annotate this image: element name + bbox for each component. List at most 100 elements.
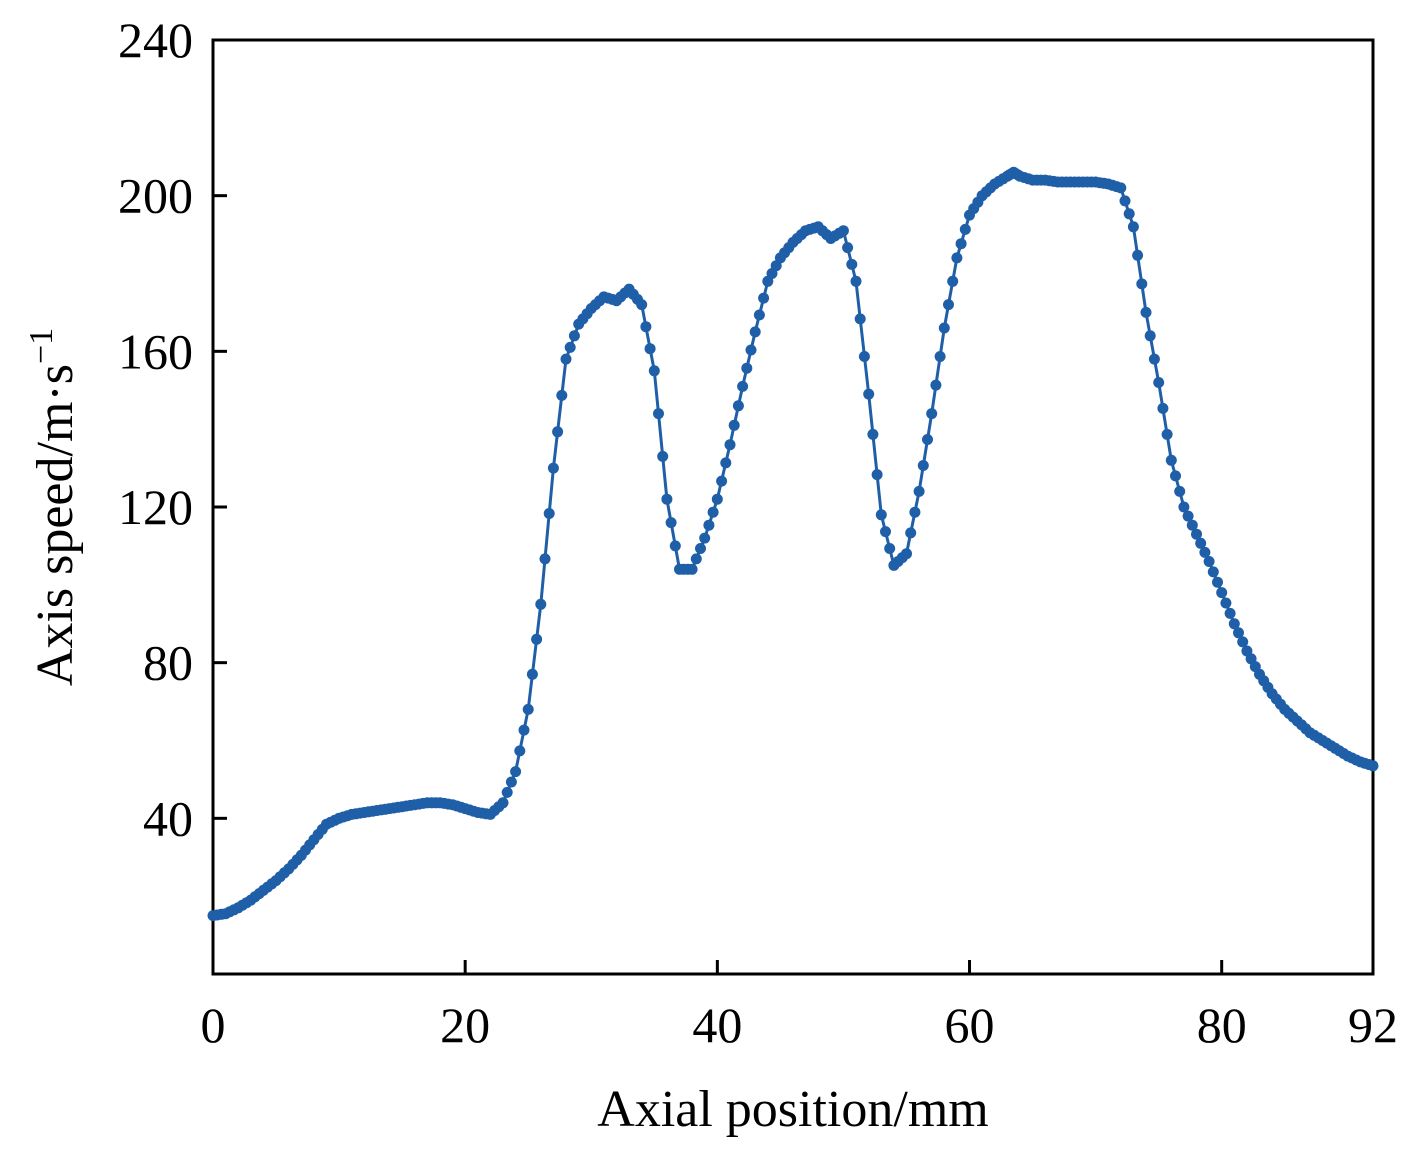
- data-point: [959, 223, 971, 235]
- data-point: [1220, 597, 1232, 609]
- data-point: [564, 341, 576, 353]
- data-point: [758, 292, 770, 304]
- data-point: [1144, 330, 1156, 342]
- data-point: [842, 242, 854, 254]
- y-axis-label-main: Axis speed/m·s: [27, 364, 84, 686]
- data-point: [497, 797, 509, 809]
- y-tick-label: 40: [143, 790, 193, 846]
- data-point: [560, 353, 572, 365]
- data-point: [1224, 607, 1236, 619]
- data-point: [661, 493, 673, 505]
- data-point: [1212, 576, 1223, 588]
- data-point: [930, 379, 942, 391]
- x-tick-label: 20: [440, 997, 490, 1053]
- x-tick-label: 0: [201, 997, 226, 1053]
- data-point: [854, 313, 866, 325]
- data-point: [695, 543, 706, 554]
- data-point: [745, 344, 757, 356]
- data-point: [753, 309, 765, 321]
- data-point: [501, 786, 513, 798]
- plot-frame: [211, 38, 1375, 976]
- data-point: [1186, 519, 1198, 531]
- data-point: [1237, 636, 1249, 648]
- data-point: [1115, 182, 1127, 194]
- data-point: [531, 633, 543, 645]
- data-point: [543, 508, 555, 519]
- data-point: [1191, 528, 1202, 540]
- data-point: [514, 745, 526, 757]
- data-point: [1233, 627, 1244, 639]
- data-point: [644, 343, 656, 355]
- data-point: [510, 766, 522, 778]
- data-point: [955, 238, 967, 250]
- data-point: [947, 275, 959, 287]
- data-point: [526, 668, 538, 680]
- data-point: [951, 252, 963, 264]
- data-point: [846, 258, 858, 270]
- data-point: [669, 540, 681, 552]
- y-tick-label: 240: [118, 12, 193, 68]
- data-point: [922, 434, 933, 445]
- data-point: [913, 485, 925, 497]
- y-axis: 40 80 120 160 200 240: [118, 12, 227, 846]
- data-point: [863, 388, 875, 400]
- data-point: [686, 563, 698, 575]
- data-point: [1136, 278, 1148, 290]
- data-point: [1119, 195, 1131, 207]
- data-point: [737, 380, 749, 392]
- x-tick-label: 92: [1348, 997, 1398, 1053]
- data-point: [640, 321, 652, 333]
- data-point: [917, 460, 929, 471]
- y-tick-label: 80: [143, 635, 193, 691]
- y-tick-label: 160: [118, 323, 193, 379]
- data-point: [837, 225, 849, 237]
- data-point: [535, 598, 547, 610]
- data-point: [867, 428, 879, 440]
- data-point: [728, 419, 740, 431]
- data-point: [716, 475, 728, 487]
- data-point: [505, 776, 517, 788]
- data-point: [875, 509, 887, 521]
- data-point: [665, 517, 677, 529]
- data-point: [858, 351, 870, 362]
- y-axis-label-exponent: −1: [23, 328, 60, 364]
- data-point: [1165, 454, 1177, 466]
- data-point: [926, 408, 938, 420]
- x-axis-label: Axial position/mm: [597, 1081, 988, 1138]
- data-point: [880, 526, 891, 538]
- data-point: [934, 351, 946, 362]
- data-point: [547, 462, 559, 474]
- data-point: [1367, 760, 1379, 772]
- data-point: [703, 519, 715, 531]
- data-point: [1132, 249, 1144, 261]
- data-point: [699, 532, 711, 544]
- data-point: [711, 493, 723, 505]
- data-point: [518, 724, 530, 736]
- data-point: [901, 548, 912, 560]
- data-point: [1216, 587, 1228, 599]
- data-point: [657, 450, 669, 462]
- data-point: [884, 543, 896, 554]
- data-point: [1178, 501, 1190, 513]
- data-point: [741, 362, 753, 374]
- data-point: [724, 439, 736, 451]
- data-point: [568, 330, 580, 342]
- data-point: [1228, 618, 1240, 630]
- data-point: [1127, 221, 1139, 233]
- data-point: [871, 469, 883, 481]
- x-tick-label: 60: [945, 997, 995, 1053]
- data-point: [1195, 537, 1207, 549]
- data-point: [732, 400, 744, 412]
- data-point: [707, 506, 719, 518]
- data-point: [556, 389, 568, 401]
- series-layer: [207, 166, 1379, 922]
- y-axis-label: Axis speed/m·s−1: [23, 328, 84, 686]
- data-point: [909, 506, 921, 518]
- data-point: [1207, 566, 1219, 578]
- data-point: [1182, 510, 1194, 522]
- data-point: [720, 457, 732, 469]
- data-point: [636, 299, 648, 311]
- y-tick-label: 200: [118, 168, 193, 224]
- data-point: [552, 426, 564, 438]
